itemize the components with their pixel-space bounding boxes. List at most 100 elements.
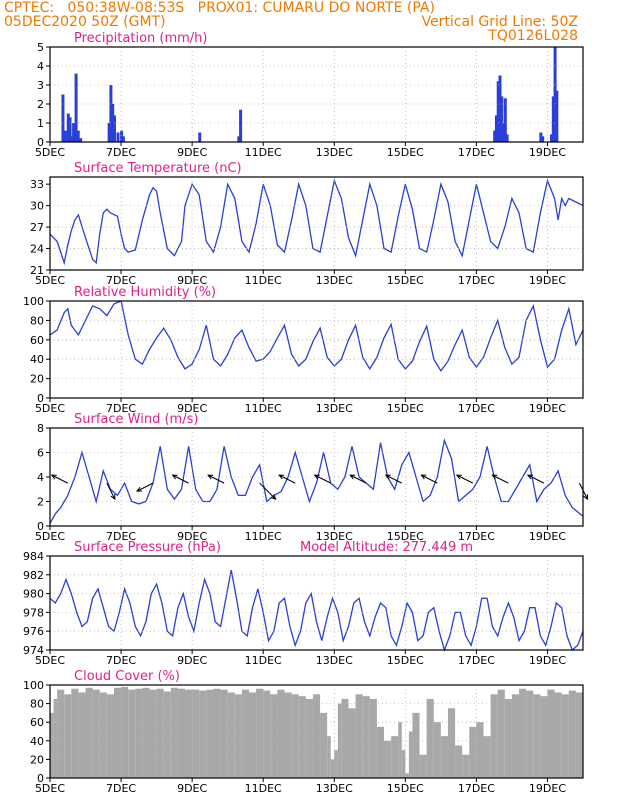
- precip-bar: [76, 130, 80, 142]
- wind-vector-head: [384, 474, 391, 480]
- wind-vector-head: [171, 474, 178, 480]
- precip-bar: [496, 81, 500, 142]
- precip-bar: [494, 115, 498, 142]
- cloud-cover-bar: [433, 722, 441, 778]
- cloud-cover-bar: [270, 694, 278, 778]
- y-tick-label: 974: [23, 644, 44, 657]
- x-tick-label: 17DEC: [458, 782, 495, 795]
- x-tick-label: 15DEC: [387, 654, 424, 667]
- wind-vector-head: [455, 474, 462, 480]
- cloud-cover-bar: [64, 694, 72, 778]
- y-tick-label: 100: [23, 679, 44, 692]
- precip-bar: [72, 123, 76, 142]
- y-tick-label: 980: [23, 588, 44, 601]
- temp-line: [49, 178, 584, 266]
- cloud-cover-bar: [113, 687, 122, 778]
- panel-pressure: 974 976 978 980 982 984 5DEC 7DEC 9DEC 11DEC 13DEC…: [23, 540, 584, 667]
- rh-frame: [49, 300, 584, 399]
- x-tick-label: 9DEC: [177, 782, 207, 795]
- cloud-cover-bar: [533, 694, 541, 778]
- cloud-cover-bar: [408, 731, 413, 778]
- precip-bar: [66, 113, 70, 142]
- y-tick-label: 8: [37, 422, 44, 435]
- cloud-cover-bar: [312, 694, 321, 778]
- cloud-cover-bar: [106, 694, 114, 778]
- x-tick-label: 9DEC: [177, 146, 207, 159]
- y-tick-label: 60: [30, 334, 44, 347]
- cloud-cover-bar: [92, 689, 100, 778]
- wind-vector-head: [50, 474, 57, 480]
- header-run-time: 05DEC2020 50Z (GMT): [4, 14, 166, 30]
- cloud-cover-bar: [53, 698, 58, 778]
- cloud-cover-bar: [248, 692, 257, 778]
- y-tick-label: 21: [30, 264, 44, 277]
- y-tick-label: 4: [37, 471, 44, 484]
- x-tick-label: 11DEC: [245, 654, 282, 667]
- wind-vector-head: [110, 494, 116, 501]
- wind-vector-head: [526, 474, 533, 480]
- y-tick-label: 4: [37, 60, 44, 73]
- wind-vector-head: [313, 474, 320, 480]
- precip-bar: [550, 134, 554, 142]
- precip-bar: [63, 130, 67, 142]
- x-tick-label: 17DEC: [458, 402, 495, 415]
- wind-frame: [49, 427, 584, 527]
- y-tick-label: 5: [37, 41, 44, 54]
- x-tick-label: 15DEC: [387, 530, 424, 543]
- cloud-cover-bar: [561, 694, 569, 778]
- wind-vector: [527, 474, 545, 484]
- cloud-cover-bar: [305, 698, 313, 778]
- cloud-cover-bar: [462, 754, 470, 778]
- x-tick-label: 5DEC: [35, 530, 65, 543]
- cloud-cover-bar: [440, 736, 448, 778]
- cloud-cover-bar: [99, 692, 107, 778]
- precip-bar: [539, 132, 543, 142]
- x-tick-label: 7DEC: [106, 274, 136, 287]
- x-tick-label: 9DEC: [177, 654, 207, 667]
- y-tick-label: 0: [37, 772, 44, 785]
- x-tick-label: 11DEC: [245, 530, 282, 543]
- cloud-cover-bar: [277, 689, 285, 778]
- cloud-cover-bar: [355, 694, 363, 778]
- cloud-cover-bar: [412, 712, 420, 778]
- x-tick-label: 5DEC: [35, 146, 65, 159]
- y-tick-label: 0: [37, 136, 44, 149]
- precip-bar: [237, 136, 241, 142]
- wind-vector: [51, 474, 68, 484]
- precip-bar: [120, 130, 124, 142]
- x-tick-label: 7DEC: [106, 402, 136, 415]
- wind-vector-head: [207, 474, 214, 480]
- cloud-cover-bar: [213, 688, 221, 778]
- precip-bar: [198, 132, 202, 142]
- y-tick-label: 0: [37, 520, 44, 533]
- cloud-cover-bar: [78, 692, 86, 778]
- wind-vector: [172, 474, 189, 484]
- cloud-cover-bar: [263, 690, 271, 778]
- precip-bar: [500, 96, 504, 142]
- precip-frame: [49, 46, 584, 143]
- cloud-cover-bar: [227, 692, 235, 778]
- y-tick-label: 27: [30, 221, 44, 234]
- cloud-cover-bar: [330, 759, 335, 778]
- wind-vector: [207, 474, 225, 484]
- pressure-title: Surface Pressure (hPa): [74, 540, 221, 555]
- cloud-cover-bar: [391, 736, 399, 778]
- wind-vector-head: [136, 486, 143, 492]
- precip-bar: [505, 134, 509, 142]
- panel-rh: 0 20 40 60 80 100 5DEC 7DEC 9DEC 11DEC 13DEC 15DEC 1…: [23, 285, 584, 415]
- cloud-cover-bar: [405, 773, 409, 778]
- x-tick-label: 17DEC: [458, 146, 495, 159]
- wind-vector: [350, 474, 367, 484]
- wind-vector: [259, 482, 277, 500]
- cloud-cover-bar: [334, 750, 338, 778]
- x-tick-label: 19DEC: [529, 274, 566, 287]
- wind-vector-head: [491, 474, 498, 480]
- cloud-cover-bar: [447, 708, 456, 778]
- cloud-cover-bar: [284, 692, 292, 778]
- precip-bar: [239, 109, 243, 142]
- wind-vector-head: [583, 494, 588, 501]
- x-tick-label: 11DEC: [245, 402, 282, 415]
- cloud-cover-bar: [398, 722, 402, 778]
- cloud-cover-bar: [206, 689, 214, 778]
